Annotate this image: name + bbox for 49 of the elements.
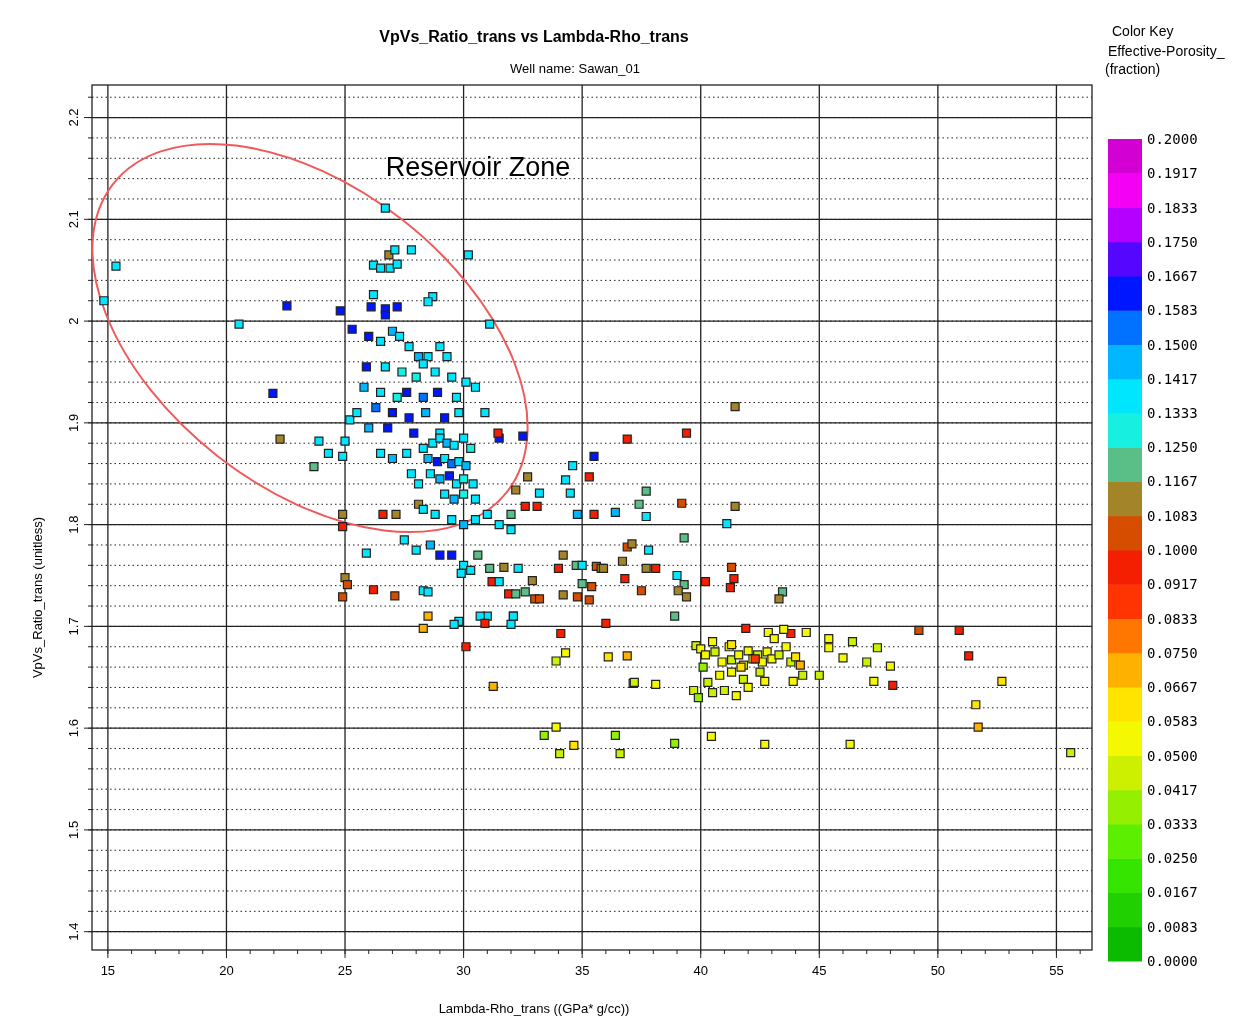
color-bar-label: 0.0333 (1147, 816, 1198, 833)
x-tick-label: 35 (574, 963, 590, 978)
color-bar-label: 0.1417 (1147, 370, 1198, 387)
y-tick-label: 1.6 (66, 719, 81, 738)
y-tick-label: 1.7 (66, 617, 81, 636)
x-tick-label: 15 (100, 963, 116, 978)
color-bar-label: 0.0083 (1147, 918, 1198, 935)
color-bar-label: 0.0833 (1147, 610, 1198, 627)
y-tick-label: 2.1 (66, 210, 81, 229)
y-tick-label: 1.9 (66, 413, 81, 432)
x-tick-label: 45 (812, 963, 827, 978)
color-bar-label: 0.1250 (1147, 439, 1198, 456)
y-tick-label: 2.2 (66, 108, 81, 127)
x-axis-title: Lambda-Rho_trans ((GPa* g/cc)) (438, 1001, 630, 1016)
color-bar-label: 0.1500 (1147, 336, 1198, 353)
color-bar-label: 0.1917 (1147, 165, 1198, 182)
legend-title: Color Key (1112, 23, 1174, 39)
color-bar-label: 0.0750 (1147, 644, 1198, 661)
color-bar-label: 0.0667 (1147, 678, 1198, 695)
color-bar-label: 0.1750 (1147, 233, 1198, 250)
y-tick-label: 1.4 (66, 922, 81, 941)
x-tick-label: 25 (337, 963, 353, 978)
color-bar-label: 0.0583 (1147, 713, 1198, 730)
x-tick-label: 20 (219, 963, 234, 978)
y-axis-title: VpVs_Ratio_trans (unitless) (30, 516, 45, 679)
x-tick-label: 50 (930, 963, 946, 978)
x-tick-label: 30 (456, 963, 471, 978)
color-bar-label: 0.0500 (1147, 747, 1198, 764)
y-tick-label: 1.8 (66, 515, 81, 534)
color-bar-label: 0.1333 (1147, 405, 1198, 422)
color-bar-label: 0.1667 (1147, 267, 1198, 284)
color-bar-label: 0.0250 (1147, 850, 1198, 867)
color-bar-label: 0.2000 (1147, 131, 1198, 147)
color-bar-label: 0.0167 (1147, 884, 1198, 901)
x-tick-label: 55 (1049, 963, 1064, 978)
color-bar-label: 0.0917 (1147, 576, 1198, 593)
color-bar-title: Effective-Porosity_ (fraction) (1105, 43, 1225, 77)
color-bar-label: 0.1833 (1147, 199, 1198, 216)
color-bar-label: 0.0000 (1147, 953, 1198, 969)
y-tick-label: 2 (66, 317, 81, 325)
color-bar-label: 0.1000 (1147, 542, 1198, 558)
chart-title: VpVs_Ratio_trans vs Lambda-Rho_trans (379, 28, 689, 45)
y-tick-label: 1.5 (66, 820, 81, 839)
chart-subtitle: Well name: Sawan_01 (510, 61, 640, 76)
color-bar-label: 0.1583 (1147, 302, 1198, 319)
x-tick-label: 40 (693, 963, 708, 978)
color-bar-label: 0.1167 (1147, 473, 1198, 490)
color-bar-label: 0.1083 (1147, 507, 1198, 524)
color-bar-label: 0.0417 (1147, 781, 1198, 798)
